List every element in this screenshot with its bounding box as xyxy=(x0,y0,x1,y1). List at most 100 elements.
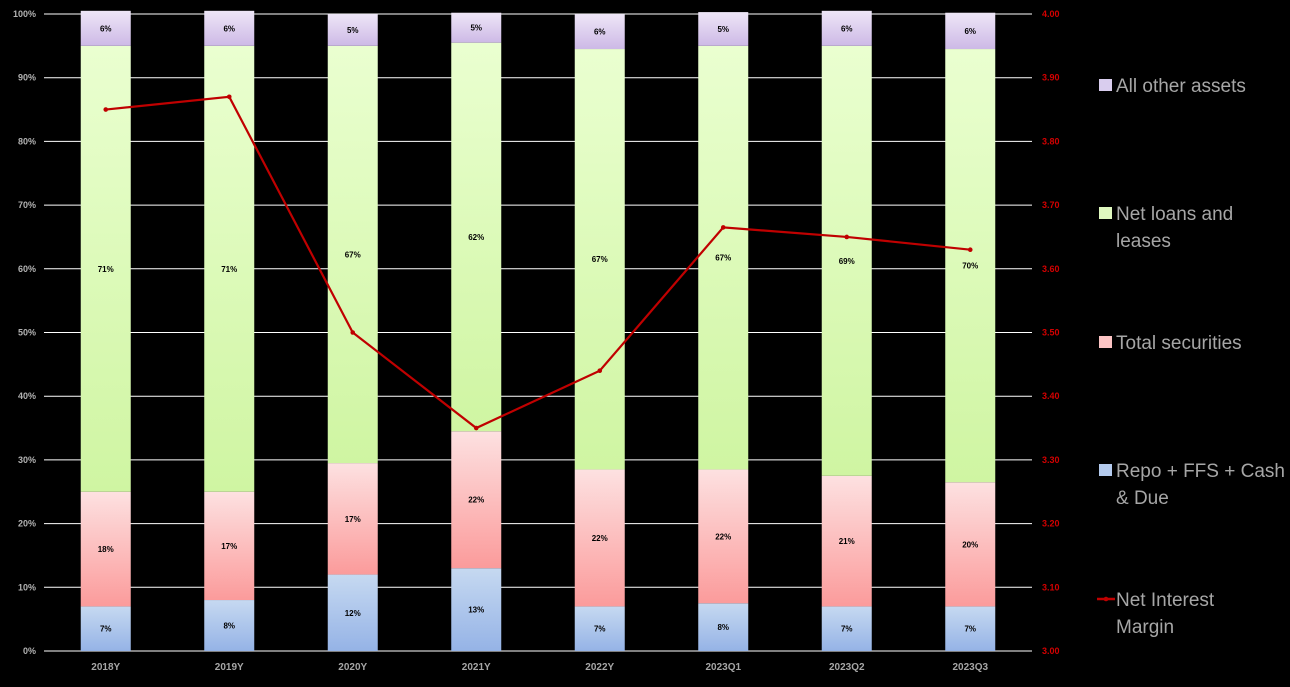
y-left-tick-label: 50% xyxy=(18,328,36,338)
nim-point xyxy=(597,368,603,374)
y-left-tick-label: 20% xyxy=(18,519,36,529)
gridlines xyxy=(44,13,1032,652)
data-label: 22% xyxy=(592,534,608,543)
y-left-tick-label: 80% xyxy=(18,136,36,146)
y-left-tick-label: 10% xyxy=(18,582,36,592)
bar-segment xyxy=(451,568,502,651)
bar-segment xyxy=(80,491,131,607)
data-label: 69% xyxy=(839,257,855,266)
x-tick-label: 2022Y xyxy=(585,662,614,673)
legend-label: Margin xyxy=(1116,617,1174,638)
x-tick-label: 2019Y xyxy=(215,662,244,673)
bar-segment xyxy=(451,431,502,569)
y-right-tick-label: 3.80 xyxy=(1042,136,1060,146)
nim-point xyxy=(226,94,232,100)
legend-label: leases xyxy=(1116,231,1171,252)
bar-segment xyxy=(80,606,131,651)
data-label: 12% xyxy=(345,609,361,618)
x-tick-label: 2023Q2 xyxy=(829,662,865,673)
y-right-tick-label: 3.20 xyxy=(1042,519,1060,529)
nim-point xyxy=(967,247,973,252)
nim-line xyxy=(103,94,973,431)
y-right-tick-label: 4.00 xyxy=(1042,9,1060,19)
legend-label: Total securities xyxy=(1116,333,1242,354)
nim-point xyxy=(350,330,356,335)
data-label: 6% xyxy=(964,27,976,36)
x-tick-label: 2023Q1 xyxy=(705,662,741,673)
bar-segment xyxy=(204,10,255,46)
y-right-tick-label: 3.30 xyxy=(1042,455,1060,465)
x-tick-label: 2021Y xyxy=(462,662,491,673)
y-right-tick-label: 3.10 xyxy=(1042,582,1060,592)
data-label: 7% xyxy=(841,625,853,634)
data-label: 18% xyxy=(98,545,114,554)
bar-segment xyxy=(451,42,502,432)
y-right-tick-label: 3.50 xyxy=(1042,328,1060,338)
legend: All other assets Net loans and leases Total… xyxy=(1097,76,1285,638)
bar-segment xyxy=(204,600,255,651)
bar-segment xyxy=(698,469,749,604)
data-label: 5% xyxy=(717,25,729,34)
bar-segment xyxy=(821,45,872,476)
bar-segment xyxy=(574,606,625,651)
y-left-tick-label: 40% xyxy=(18,391,36,401)
y-right-tick-label: 3.70 xyxy=(1042,200,1060,210)
legend-swatch xyxy=(1099,464,1112,476)
bar-segment xyxy=(327,574,378,651)
bar-segment xyxy=(327,14,378,46)
bar-segment xyxy=(574,469,625,607)
legend-swatch xyxy=(1099,207,1112,219)
legend-line-marker xyxy=(1103,596,1109,602)
bar-segment xyxy=(698,603,749,651)
y-left-tick-label: 60% xyxy=(18,264,36,274)
bar-segment xyxy=(327,463,378,575)
axes: 0% 10% 20% 30% 40% 50% 60% 70% 80% 90% 100% 3.00 3.1… xyxy=(13,9,1060,673)
bar-segment xyxy=(945,12,996,50)
bar-segment xyxy=(698,12,749,46)
data-label: 67% xyxy=(345,250,361,259)
x-tick-label: 2018Y xyxy=(91,662,120,673)
bar-segment xyxy=(821,606,872,651)
data-label: 6% xyxy=(841,24,853,33)
legend-swatch xyxy=(1099,79,1112,91)
x-tick-label: 2020Y xyxy=(338,662,367,673)
bar-segment xyxy=(821,475,872,607)
data-label: 6% xyxy=(594,28,606,37)
data-label: 6% xyxy=(100,24,112,33)
y-left-tick-label: 0% xyxy=(23,646,36,656)
bar-segment xyxy=(204,491,255,601)
nim-point xyxy=(844,234,850,240)
nim-point xyxy=(720,225,726,230)
bar-segment xyxy=(574,14,625,50)
data-label: 17% xyxy=(345,515,361,524)
data-label: 71% xyxy=(221,265,237,274)
data-label: 17% xyxy=(221,542,237,551)
y-left-tick-label: 90% xyxy=(18,73,36,83)
data-label: 22% xyxy=(468,496,484,505)
bar-segment xyxy=(698,45,749,470)
legend-label: Repo + FFS + Cash xyxy=(1116,461,1285,482)
data-label: 70% xyxy=(962,262,978,271)
y-right-tick-label: 3.00 xyxy=(1042,646,1060,656)
y-left-tick-label: 100% xyxy=(13,9,36,19)
y-left-tick-label: 30% xyxy=(18,455,36,465)
bar-segment xyxy=(945,49,996,483)
bars: 7% 18% 71% 6% 8% 17% 71% 6% 12% 17% 67% 5% 13% 22% 62%… xyxy=(80,10,996,651)
legend-label: & Due xyxy=(1116,488,1169,509)
bar-segment xyxy=(204,45,255,492)
legend-label: Net Interest xyxy=(1116,590,1215,611)
data-label: 7% xyxy=(100,625,112,634)
bar-segment xyxy=(327,45,378,464)
data-label: 22% xyxy=(715,532,731,541)
legend-swatch xyxy=(1099,336,1112,348)
bar-segment xyxy=(451,12,502,43)
legend-label: Net loans and xyxy=(1116,204,1233,225)
data-label: 5% xyxy=(347,26,359,35)
data-label: 7% xyxy=(594,625,606,634)
data-label: 13% xyxy=(468,606,484,615)
data-label: 62% xyxy=(468,233,484,242)
y-right-tick-label: 3.40 xyxy=(1042,391,1060,401)
data-label: 8% xyxy=(223,622,235,631)
bar-segment xyxy=(945,606,996,651)
